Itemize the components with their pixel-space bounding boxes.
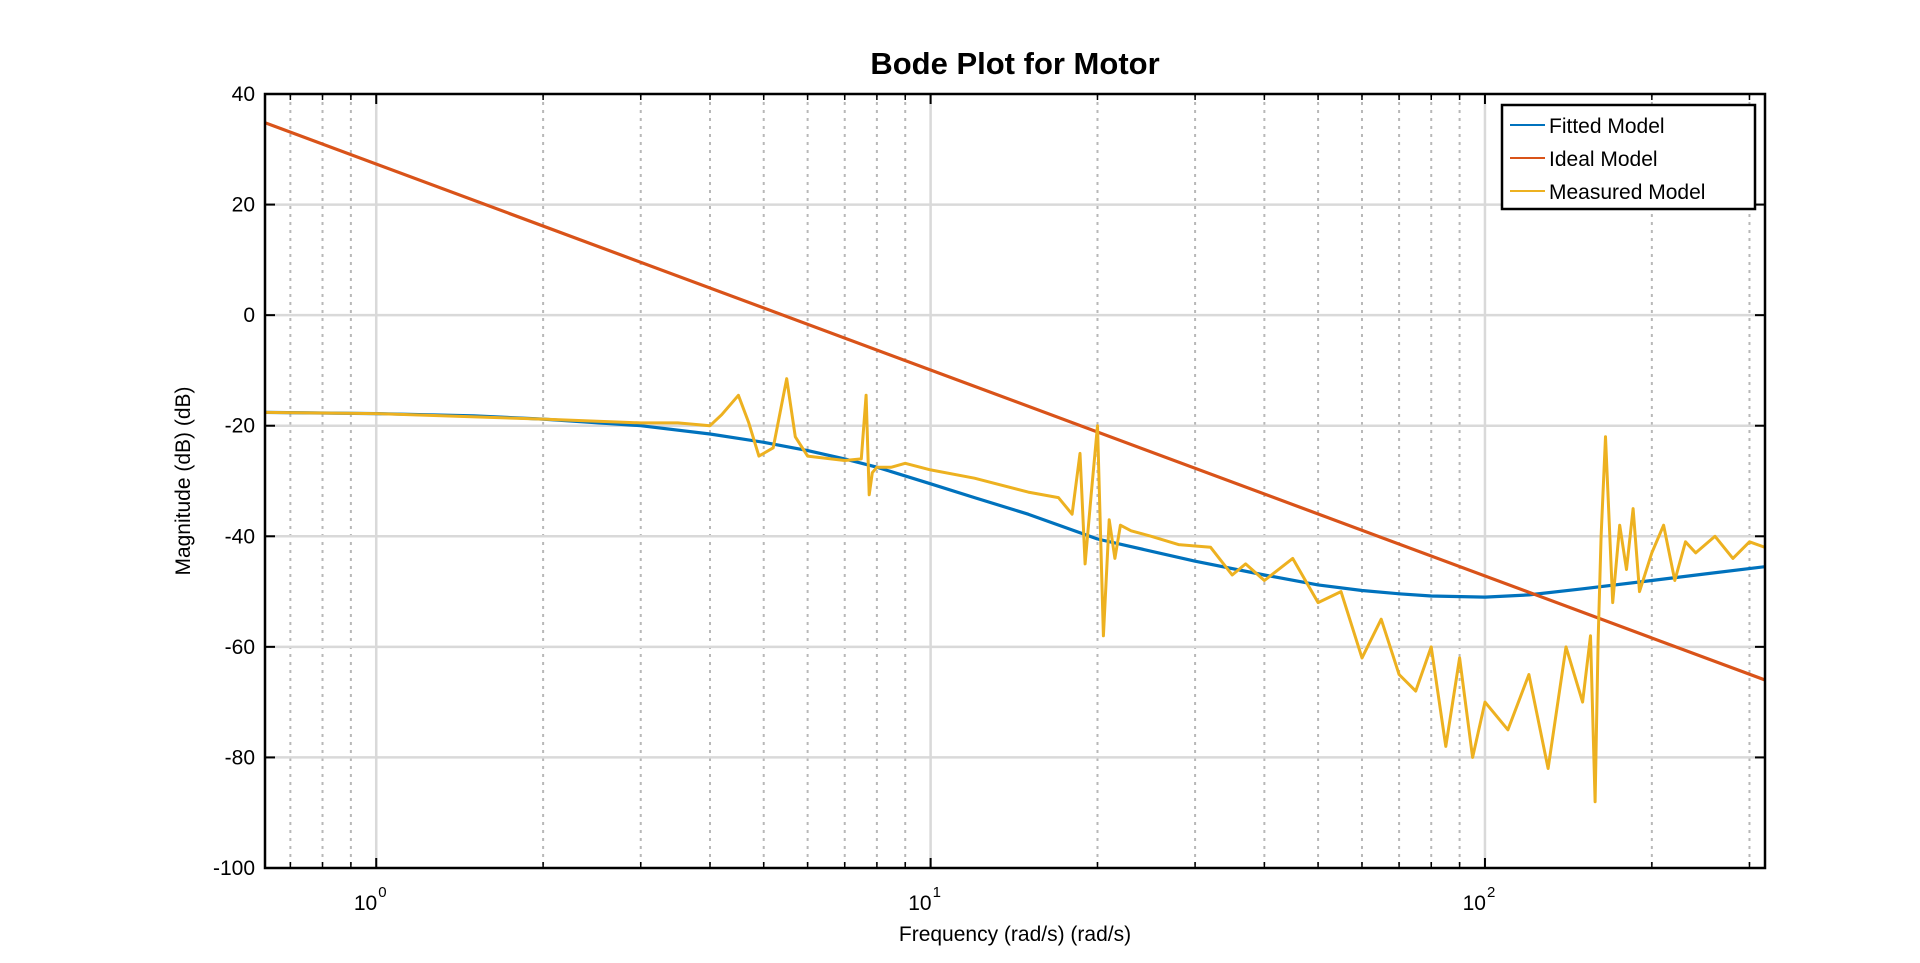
series-line-ideal-model bbox=[265, 121, 1765, 682]
y-tick-labels: 40 20 0 -20 -40 -60 -80 -100 bbox=[213, 83, 255, 880]
y-tick-label: -80 bbox=[225, 746, 255, 769]
x-tick-label: 10 bbox=[908, 892, 931, 915]
chart-title: Bode Plot for Motor bbox=[870, 46, 1159, 81]
y-tick-label: -40 bbox=[225, 525, 255, 548]
plot-series bbox=[265, 121, 1765, 804]
x-axis-label: Frequency (rad/s) (rad/s) bbox=[899, 923, 1131, 946]
x-tick-label-exponent: 2 bbox=[1487, 884, 1495, 901]
x-tick-label-exponent: 0 bbox=[378, 884, 386, 901]
series-line-measured-model bbox=[265, 377, 1765, 804]
grid-lines bbox=[265, 94, 1765, 868]
axis-ticks bbox=[265, 93, 1765, 869]
y-tick-label: -60 bbox=[225, 636, 255, 659]
series-line-fitted-model bbox=[265, 410, 1765, 599]
plot-area bbox=[265, 94, 1765, 868]
x-tick-label: 10 bbox=[1463, 892, 1486, 915]
plot-frame bbox=[263, 92, 1767, 870]
legend[interactable]: Fitted Model Ideal Model Measured Model bbox=[1500, 103, 1757, 211]
legend-entry-label[interactable]: Ideal Model bbox=[1549, 148, 1658, 171]
x-tick-labels: 10 0 10 1 10 2 bbox=[354, 884, 1495, 915]
y-tick-label: 20 bbox=[232, 194, 255, 217]
y-tick-label: -100 bbox=[213, 857, 255, 880]
y-tick-label: 40 bbox=[232, 83, 255, 106]
x-tick-label-exponent: 1 bbox=[933, 884, 941, 901]
legend-entry-label[interactable]: Measured Model bbox=[1549, 181, 1705, 204]
legend-entry-label[interactable]: Fitted Model bbox=[1549, 115, 1665, 138]
y-tick-label: 0 bbox=[243, 304, 255, 327]
x-tick-label: 10 bbox=[354, 892, 377, 915]
y-axis-label: Magnitude (dB) (dB) bbox=[172, 386, 195, 575]
y-tick-label: -20 bbox=[225, 415, 255, 438]
